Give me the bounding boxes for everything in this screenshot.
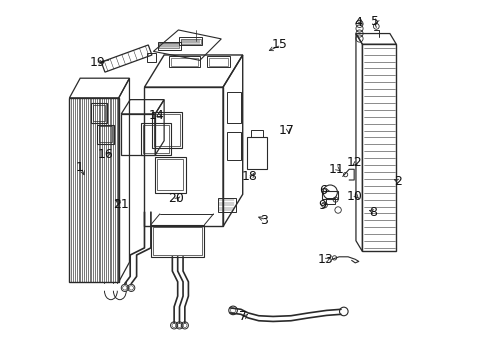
Text: 17: 17 xyxy=(278,124,294,137)
Bar xyxy=(151,225,204,257)
Bar xyxy=(325,198,334,204)
Text: 21: 21 xyxy=(113,198,129,211)
Bar xyxy=(322,191,337,199)
Text: 12: 12 xyxy=(346,156,362,169)
Text: 2: 2 xyxy=(393,175,401,188)
Bar xyxy=(121,114,155,155)
Text: 1: 1 xyxy=(75,161,83,174)
Bar xyxy=(155,157,185,193)
Text: 7: 7 xyxy=(239,310,247,323)
Text: 18: 18 xyxy=(242,170,257,183)
Bar xyxy=(217,198,235,212)
Text: 6: 6 xyxy=(319,184,326,197)
Text: 5: 5 xyxy=(370,14,378,27)
Text: 20: 20 xyxy=(168,192,183,205)
Text: 10: 10 xyxy=(346,190,362,203)
Bar xyxy=(157,159,183,190)
Text: 9: 9 xyxy=(318,198,325,212)
Text: 8: 8 xyxy=(368,206,376,219)
Bar xyxy=(153,227,202,255)
Bar xyxy=(362,44,395,251)
Text: 4: 4 xyxy=(354,15,362,28)
Text: 14: 14 xyxy=(149,109,164,122)
Text: 15: 15 xyxy=(271,39,287,51)
Text: 11: 11 xyxy=(328,163,344,176)
Text: 16: 16 xyxy=(98,148,114,161)
Bar xyxy=(151,112,182,148)
Text: 3: 3 xyxy=(260,213,267,226)
Text: 19: 19 xyxy=(90,55,106,69)
Text: 13: 13 xyxy=(317,253,333,266)
Bar xyxy=(153,114,180,146)
